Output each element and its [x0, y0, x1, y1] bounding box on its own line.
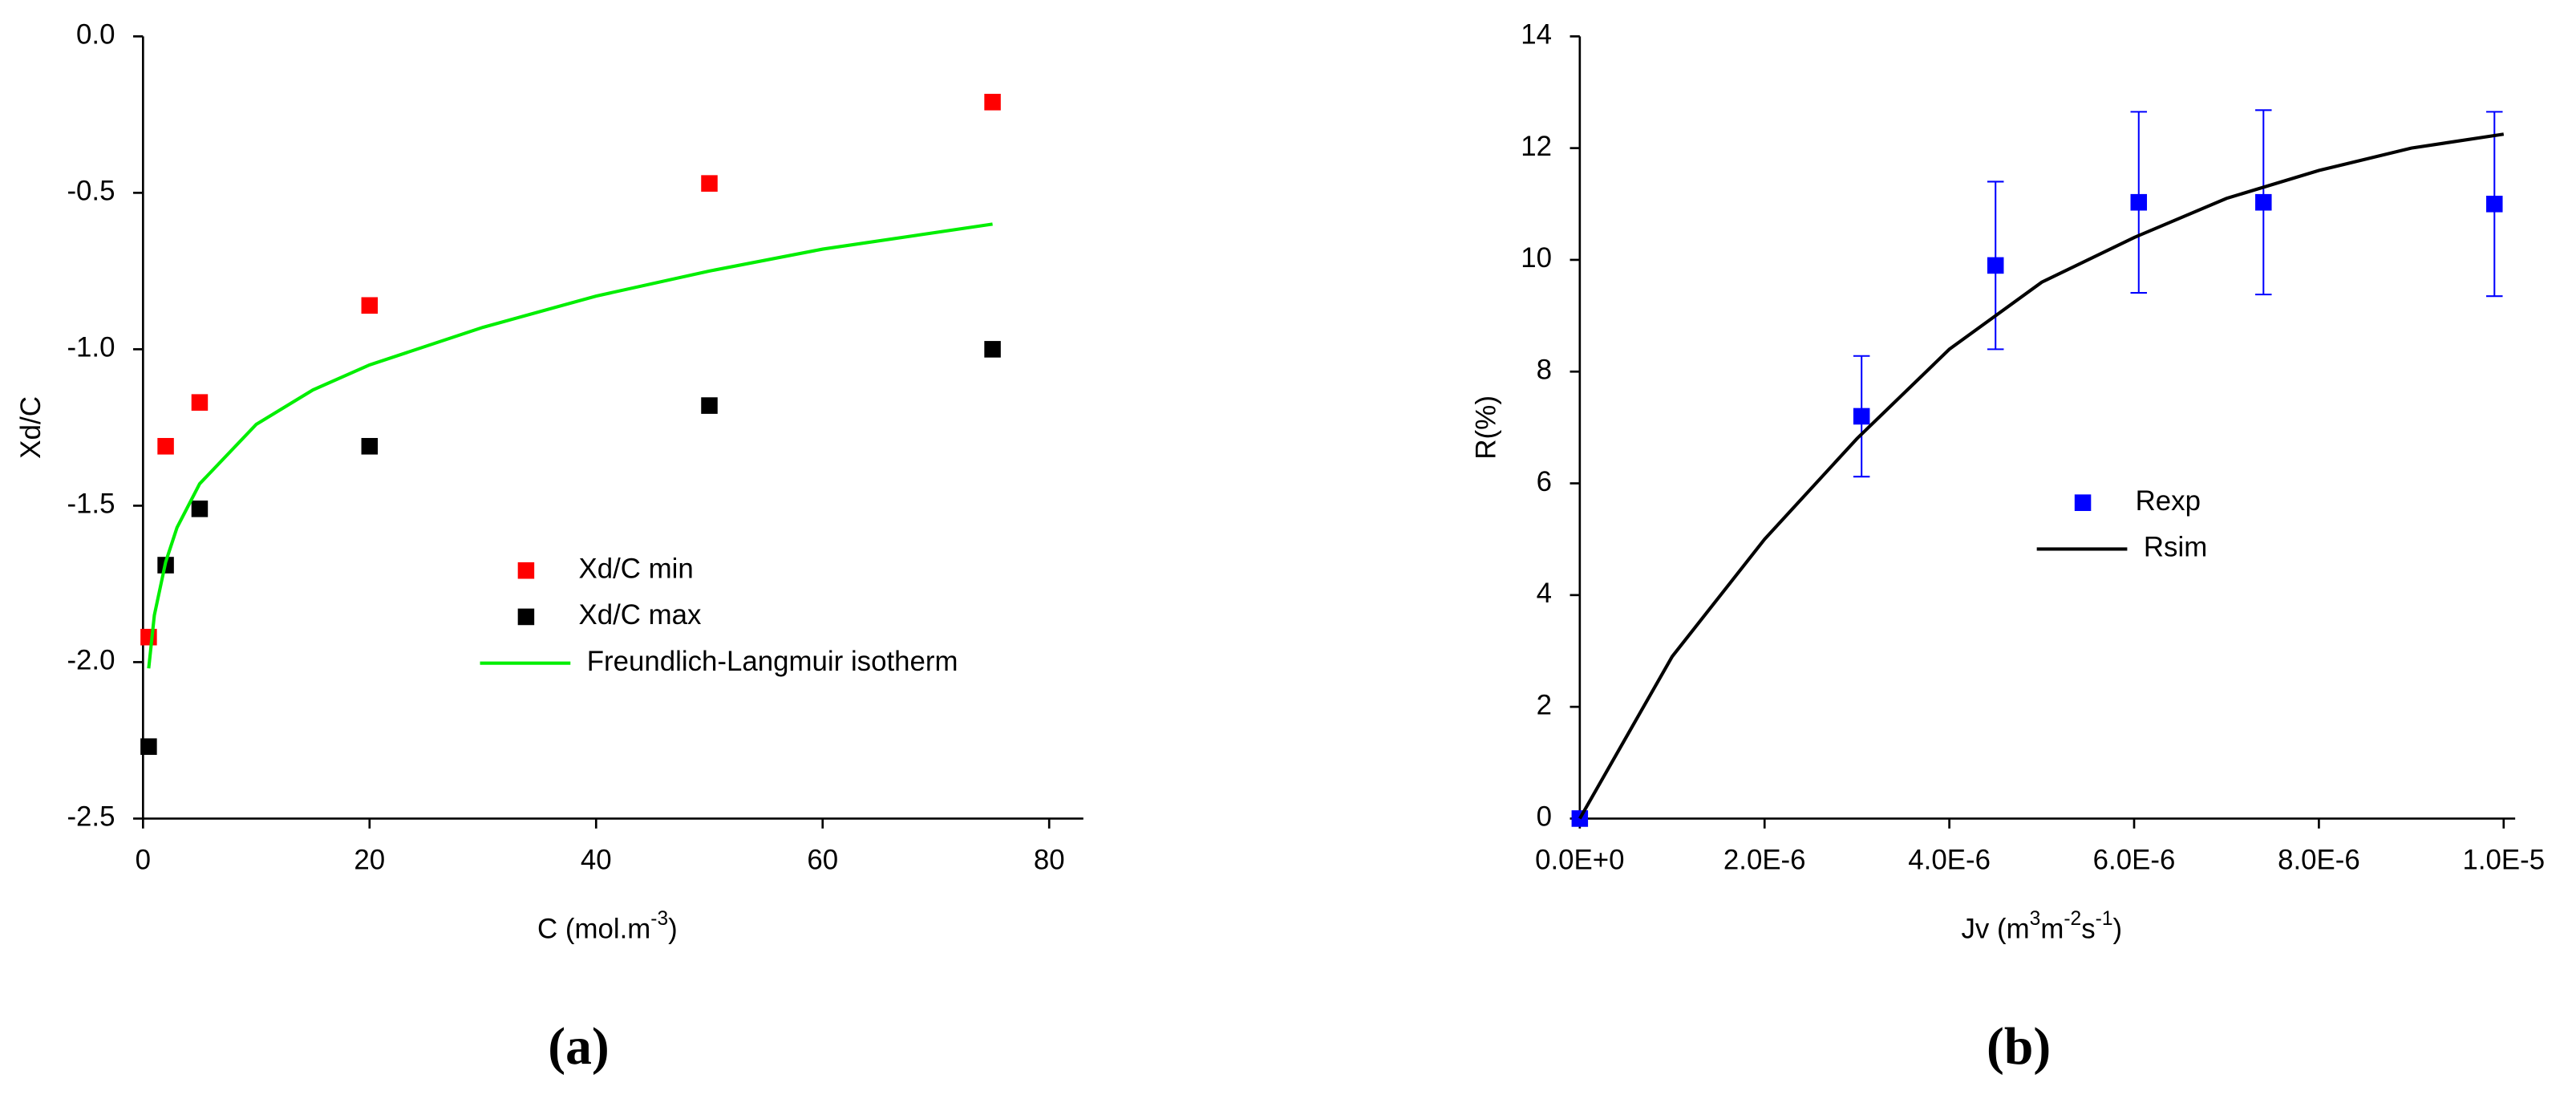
x-tick-label: 6.0E-6	[2093, 844, 2176, 875]
x-tick-label: 80	[1034, 844, 1065, 875]
y-tick-label: 0	[1537, 801, 1552, 833]
y-tick-label: -1.0	[67, 332, 115, 363]
y-tick-label: 10	[1521, 242, 1552, 274]
marker	[361, 297, 379, 314]
marker	[140, 628, 157, 646]
y-tick-label: -2.0	[67, 645, 115, 676]
legend-label: Xd/C min	[579, 553, 694, 584]
y-axis-label: Xd/C	[15, 396, 47, 459]
x-axis-label-superscript: 3	[2030, 908, 2041, 930]
marker	[1853, 408, 1870, 425]
x-axis-label-part: )	[668, 914, 678, 945]
x-tick-label: 8.0E-6	[2278, 844, 2360, 875]
y-tick-label: -2.5	[67, 801, 115, 833]
x-axis-label-part: )	[2113, 914, 2123, 945]
x-tick-label: 0	[136, 844, 151, 875]
y-tick-label: 12	[1521, 131, 1552, 162]
x-axis-label-superscript: -3	[650, 908, 668, 930]
panel-label: (b)	[1987, 1017, 2051, 1076]
legend-marker	[517, 562, 535, 579]
y-tick-label: 4	[1537, 578, 1552, 609]
panel-label: (a)	[548, 1017, 609, 1076]
legend-marker	[2074, 494, 2092, 511]
x-axis-label-part: Jv (m	[1962, 914, 2030, 945]
y-axis-label: R(%)	[1470, 395, 1501, 460]
x-tick-label: 2.0E-6	[1723, 844, 1806, 875]
marker	[984, 93, 1001, 111]
marker	[191, 500, 209, 517]
x-axis-label-superscript: -1	[2096, 908, 2113, 930]
y-tick-label: 6	[1537, 466, 1552, 497]
marker	[2486, 195, 2503, 213]
x-axis-label-part: m	[2040, 914, 2064, 945]
y-tick-label: 14	[1521, 19, 1552, 51]
marker	[191, 394, 209, 411]
x-axis-label: C (mol.m-3)	[537, 908, 678, 945]
marker	[157, 437, 174, 455]
marker	[361, 437, 379, 455]
legend-label: Freundlich-Langmuir isotherm	[587, 646, 958, 677]
legend-label: Rexp	[2136, 485, 2201, 517]
y-tick-label: 0.0	[76, 19, 115, 51]
marker	[140, 738, 157, 756]
marker	[984, 341, 1001, 358]
legend-label: Xd/C max	[579, 599, 702, 631]
marker	[1987, 257, 2004, 274]
x-axis-label-part: C (mol.m	[537, 914, 650, 945]
line-series	[147, 222, 993, 669]
x-tick-label: 1.0E-5	[2462, 844, 2545, 875]
y-tick-label: 2	[1537, 689, 1552, 720]
y-tick-label: -1.5	[67, 489, 115, 520]
line-series	[1578, 132, 2505, 820]
x-tick-label: 20	[354, 844, 385, 875]
x-tick-label: 60	[807, 844, 838, 875]
marker	[2255, 193, 2272, 211]
y-tick-label: 8	[1537, 354, 1552, 385]
x-tick-label: 0.0E+0	[1535, 844, 1624, 875]
legend-marker	[517, 608, 535, 626]
x-tick-label: 40	[581, 844, 612, 875]
x-axis-label: Jv (m3m-2s-1)	[1962, 908, 2123, 945]
y-tick-label: -0.5	[67, 176, 115, 207]
marker	[701, 397, 718, 414]
x-tick-label: 4.0E-6	[1908, 844, 1991, 875]
x-axis-label-part: s	[2081, 914, 2095, 945]
x-axis-label-superscript: -2	[2064, 908, 2081, 930]
marker	[2130, 193, 2148, 211]
legend-label: Rsim	[2144, 532, 2207, 563]
marker	[701, 175, 718, 192]
